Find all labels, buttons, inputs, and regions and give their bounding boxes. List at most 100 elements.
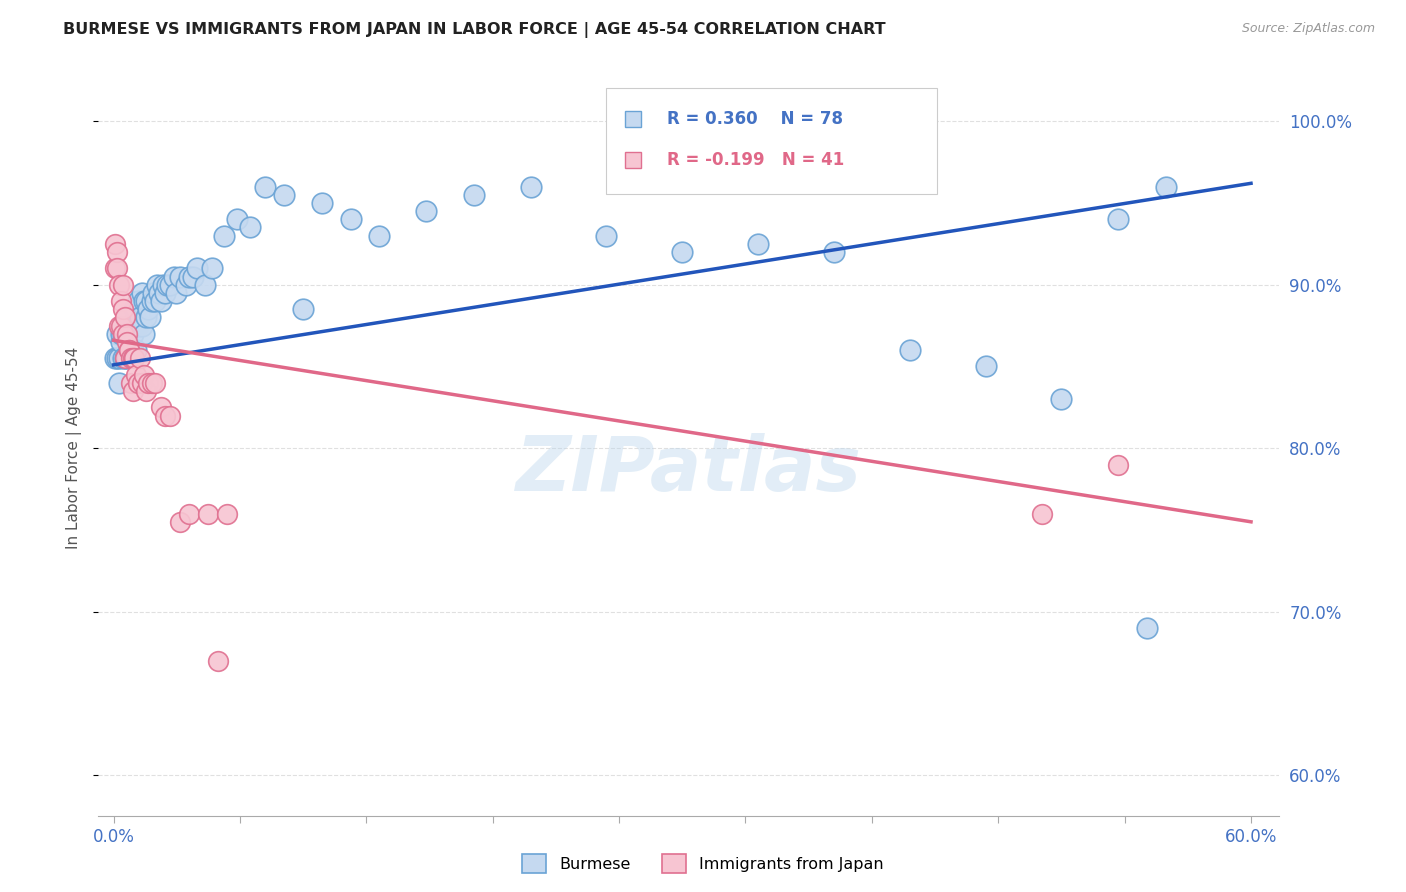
Point — [108, 277, 131, 292]
Point — [292, 302, 315, 317]
Point — [120, 351, 142, 366]
Point — [201, 261, 224, 276]
Point — [121, 384, 143, 398]
Point — [115, 326, 138, 341]
Point — [131, 285, 153, 300]
Point — [105, 351, 128, 366]
Point — [108, 351, 131, 366]
Point — [112, 351, 135, 366]
Point — [110, 318, 132, 333]
Text: R = -0.199   N = 41: R = -0.199 N = 41 — [666, 151, 844, 169]
Point — [105, 261, 128, 276]
Point — [110, 293, 132, 308]
Text: ZIPatlas: ZIPatlas — [516, 434, 862, 508]
Point — [124, 318, 146, 333]
Point — [121, 326, 143, 341]
Point — [174, 277, 197, 292]
Point — [153, 285, 176, 300]
Point — [127, 293, 149, 308]
Point — [149, 401, 172, 415]
Point — [127, 376, 149, 390]
Point — [136, 376, 159, 390]
Point — [143, 293, 166, 308]
Point — [120, 376, 142, 390]
Point — [135, 384, 157, 398]
Point — [108, 376, 131, 390]
Point — [118, 318, 141, 333]
Point — [194, 277, 217, 292]
Y-axis label: In Labor Force | Age 45-54: In Labor Force | Age 45-54 — [66, 347, 83, 549]
Point — [974, 359, 997, 374]
Point — [159, 277, 181, 292]
Point — [273, 187, 295, 202]
Point — [115, 351, 138, 366]
Text: Source: ZipAtlas.com: Source: ZipAtlas.com — [1241, 22, 1375, 36]
Point — [125, 368, 148, 382]
Point — [110, 334, 132, 349]
Point — [1050, 392, 1073, 407]
Point — [110, 326, 132, 341]
Point — [165, 285, 187, 300]
Point — [1107, 458, 1129, 472]
Point — [132, 293, 155, 308]
Point — [105, 326, 128, 341]
Point — [898, 343, 921, 357]
Point — [132, 326, 155, 341]
Point — [135, 293, 157, 308]
Point — [197, 507, 219, 521]
Point — [217, 507, 239, 521]
Point — [148, 285, 170, 300]
Point — [115, 310, 138, 325]
Point — [179, 507, 201, 521]
Point — [118, 343, 141, 357]
Point — [131, 376, 153, 390]
Point — [1107, 212, 1129, 227]
Point — [118, 343, 141, 357]
Point — [114, 326, 136, 341]
Point — [747, 236, 769, 251]
Point — [136, 302, 159, 317]
Point — [104, 351, 127, 366]
Point — [153, 409, 176, 423]
Point — [105, 244, 128, 259]
Point — [152, 277, 174, 292]
Point — [1031, 507, 1053, 521]
Point — [120, 318, 142, 333]
Point — [112, 277, 135, 292]
Point — [169, 269, 191, 284]
Point — [339, 212, 361, 227]
Point — [120, 343, 142, 357]
Point — [108, 318, 131, 333]
Point — [149, 293, 172, 308]
Point — [823, 244, 845, 259]
Point — [142, 285, 165, 300]
Point — [225, 212, 247, 227]
Point — [124, 351, 146, 366]
Point — [114, 351, 136, 366]
Text: BURMESE VS IMMIGRANTS FROM JAPAN IN LABOR FORCE | AGE 45-54 CORRELATION CHART: BURMESE VS IMMIGRANTS FROM JAPAN IN LABO… — [63, 22, 886, 38]
Point — [115, 334, 138, 349]
Point — [132, 368, 155, 382]
Point — [311, 195, 333, 210]
Point — [112, 302, 135, 317]
Point — [141, 293, 163, 308]
Point — [115, 326, 138, 341]
Point — [125, 302, 148, 317]
Point — [141, 376, 163, 390]
Point — [146, 277, 169, 292]
Point — [159, 409, 181, 423]
Point — [143, 376, 166, 390]
Point — [129, 310, 152, 325]
Point — [118, 343, 141, 357]
Point — [415, 204, 437, 219]
Point — [1136, 621, 1159, 635]
Point — [1154, 179, 1177, 194]
Point — [254, 179, 277, 194]
Point — [519, 179, 541, 194]
Point — [207, 654, 229, 668]
Legend: Burmese, Immigrants from Japan: Burmese, Immigrants from Japan — [516, 847, 890, 880]
Point — [112, 326, 135, 341]
Point — [127, 318, 149, 333]
Point — [169, 515, 191, 529]
Point — [121, 351, 143, 366]
